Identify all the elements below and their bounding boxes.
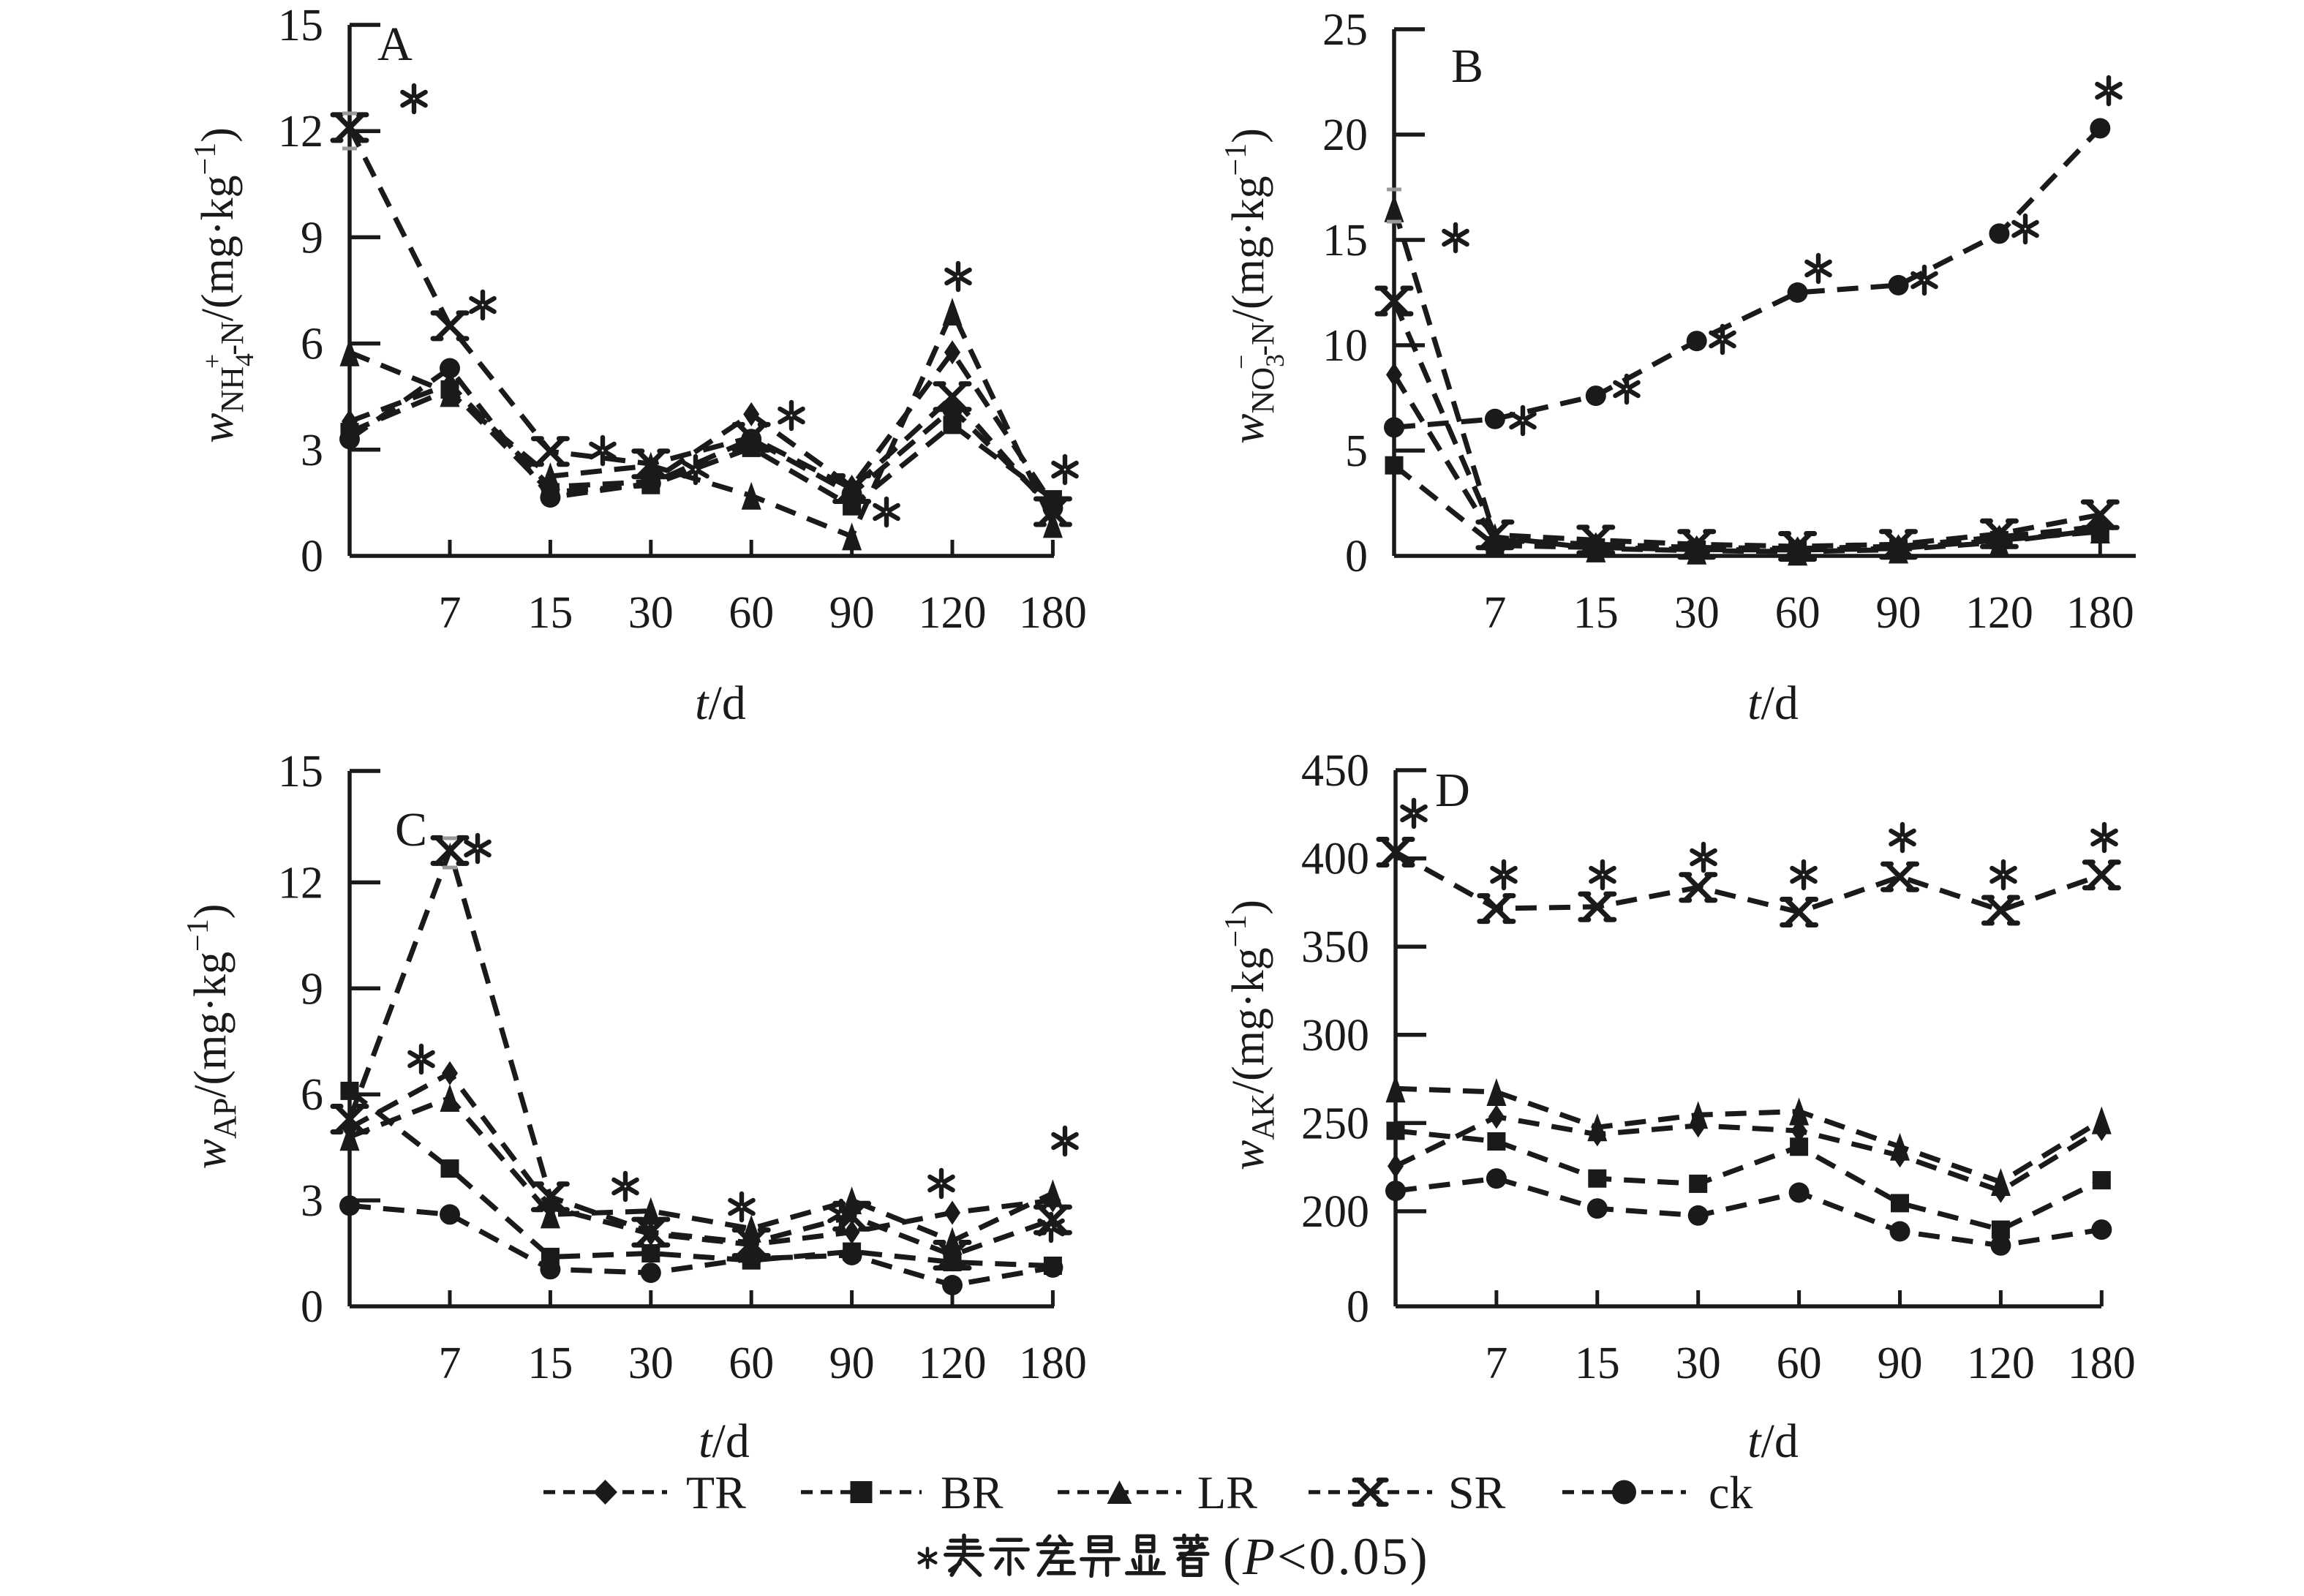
svg-text:30: 30 — [1676, 1339, 1721, 1388]
svg-text:D: D — [1435, 764, 1470, 817]
svg-text:7: 7 — [1483, 588, 1506, 638]
svg-text:t/d: t/d — [1747, 677, 1799, 730]
svg-text:250: 250 — [1301, 1099, 1369, 1148]
svg-text:A: A — [377, 18, 413, 71]
svg-text:wAP/(mg·kg−1): wAP/(mg·kg−1) — [181, 904, 243, 1170]
svg-text:25: 25 — [1322, 5, 1368, 55]
svg-text:C: C — [395, 803, 427, 857]
svg-text:6: 6 — [301, 320, 323, 369]
svg-text:0: 0 — [1345, 532, 1368, 581]
svg-text:15: 15 — [278, 1, 323, 50]
svg-text:9: 9 — [301, 213, 323, 263]
svg-text:6: 6 — [301, 1070, 323, 1120]
svg-text:300: 300 — [1301, 1011, 1369, 1061]
svg-text:BR: BR — [941, 1467, 1004, 1518]
svg-text:TR: TR — [686, 1467, 746, 1518]
svg-text:(P<0.05): (P<0.05) — [1223, 1527, 1430, 1586]
svg-text:60: 60 — [729, 1339, 774, 1388]
svg-text:7: 7 — [1485, 1339, 1507, 1388]
svg-text:15: 15 — [1322, 216, 1368, 266]
svg-text:90: 90 — [829, 1339, 875, 1388]
svg-text:7: 7 — [439, 588, 462, 638]
svg-text:15: 15 — [278, 747, 323, 797]
svg-text:t/d: t/d — [699, 1415, 750, 1468]
svg-text:5: 5 — [1345, 426, 1368, 476]
svg-text:15: 15 — [527, 1339, 573, 1388]
svg-text:90: 90 — [1878, 1339, 1923, 1388]
svg-text:120: 120 — [919, 588, 987, 638]
svg-text:120: 120 — [1965, 588, 2033, 638]
svg-text:7: 7 — [439, 1339, 462, 1388]
svg-text:180: 180 — [2068, 1339, 2136, 1388]
svg-text:30: 30 — [628, 588, 674, 638]
svg-text:60: 60 — [1775, 588, 1821, 638]
svg-text:20: 20 — [1322, 110, 1368, 160]
svg-text:180: 180 — [1019, 1339, 1087, 1388]
svg-text:350: 350 — [1301, 922, 1369, 972]
svg-text:12: 12 — [278, 107, 323, 157]
svg-text:180: 180 — [1019, 588, 1087, 638]
svg-text:120: 120 — [919, 1339, 987, 1388]
svg-text:400: 400 — [1301, 835, 1369, 884]
svg-text:12: 12 — [278, 858, 323, 908]
svg-text:0: 0 — [1347, 1282, 1369, 1332]
svg-text:ck: ck — [1709, 1467, 1753, 1518]
svg-text:450: 450 — [1301, 746, 1369, 796]
svg-text:LR: LR — [1197, 1467, 1257, 1518]
svg-text:15: 15 — [1575, 1339, 1620, 1388]
svg-text:t/d: t/d — [695, 677, 746, 730]
svg-text:30: 30 — [1674, 588, 1720, 638]
svg-text:180: 180 — [2066, 588, 2134, 638]
svg-text:200: 200 — [1301, 1187, 1369, 1237]
svg-text:30: 30 — [628, 1339, 674, 1388]
svg-text:3: 3 — [301, 1176, 323, 1226]
svg-text:90: 90 — [829, 588, 875, 638]
svg-text:wNO3−-N/(mg·kg−1): wNO3−-N/(mg·kg−1) — [1219, 128, 1290, 444]
svg-text:9: 9 — [301, 964, 323, 1014]
svg-text:15: 15 — [527, 588, 573, 638]
svg-text:B: B — [1451, 39, 1483, 93]
svg-text:60: 60 — [729, 588, 774, 638]
svg-text:120: 120 — [1967, 1339, 2035, 1388]
svg-text:90: 90 — [1876, 588, 1921, 638]
svg-text:0: 0 — [301, 1282, 323, 1332]
svg-text:t/d: t/d — [1747, 1415, 1799, 1468]
svg-text:15: 15 — [1573, 588, 1619, 638]
svg-text:wNH4+-N/(mg·kg−1): wNH4+-N/(mg·kg−1) — [189, 127, 259, 443]
svg-text:10: 10 — [1322, 321, 1368, 371]
svg-text:3: 3 — [301, 426, 323, 475]
svg-text:0: 0 — [301, 532, 323, 581]
svg-text:wAK/(mg·kg−1): wAK/(mg·kg−1) — [1219, 900, 1281, 1170]
svg-text:60: 60 — [1777, 1339, 1822, 1388]
svg-text:SR: SR — [1448, 1467, 1506, 1518]
